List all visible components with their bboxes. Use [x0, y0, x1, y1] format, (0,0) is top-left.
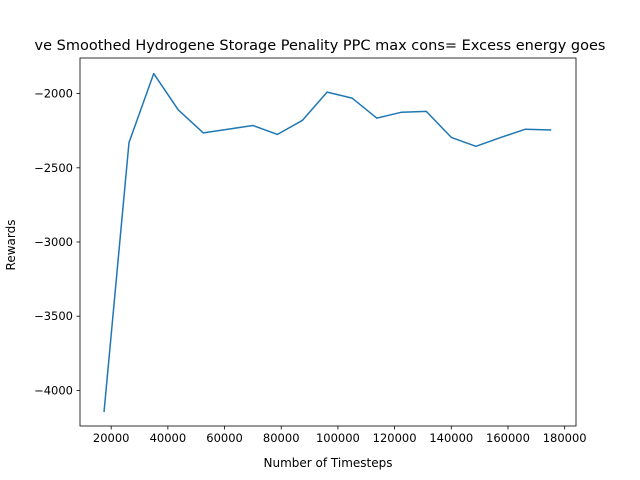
- data-point: [376, 117, 378, 119]
- data-point: [128, 142, 130, 144]
- y-axis-label: Rewards: [4, 220, 18, 271]
- y-tick-label: −2000: [34, 87, 73, 101]
- x-tick-label: 160000: [486, 431, 530, 445]
- x-axis-label: Number of Timesteps: [264, 456, 393, 470]
- data-point: [524, 128, 527, 130]
- data-point: [227, 128, 229, 130]
- data-point: [202, 132, 204, 134]
- x-tick-label: 80000: [263, 431, 300, 445]
- x-tick-label: 100000: [316, 431, 360, 445]
- chart-title: ve Smoothed Hydrogene Storage Penality P…: [35, 38, 606, 54]
- data-point: [252, 124, 254, 127]
- x-tick-label: 40000: [150, 431, 187, 445]
- data-point: [276, 133, 279, 135]
- y-axis: −4000 −3500 −3000 −2500 −2000: [34, 87, 80, 397]
- data-point: [177, 109, 179, 111]
- x-tick-label: 20000: [93, 431, 130, 445]
- y-tick-label: −4000: [34, 383, 73, 397]
- data-point: [500, 136, 502, 138]
- x-tick-label: 60000: [206, 431, 243, 445]
- data-point: [401, 111, 403, 113]
- data-point: [475, 145, 477, 147]
- y-tick-label: −3500: [34, 309, 73, 323]
- x-axis: 20000 40000 60000 80000 100000 120000 140000 16…: [93, 426, 587, 445]
- x-tick-label: 180000: [543, 431, 587, 445]
- y-tick-label: −3000: [34, 235, 73, 249]
- data-point: [153, 73, 155, 75]
- data-point: [103, 410, 105, 412]
- data-point: [326, 91, 328, 93]
- data-point: [425, 110, 427, 112]
- y-tick-label: −2500: [34, 161, 73, 175]
- data-point: [450, 136, 452, 138]
- data-point: [549, 129, 552, 131]
- data-point: [351, 97, 353, 99]
- x-tick-label: 120000: [373, 431, 417, 445]
- x-tick-label: 140000: [429, 431, 473, 445]
- data-point: [301, 119, 304, 121]
